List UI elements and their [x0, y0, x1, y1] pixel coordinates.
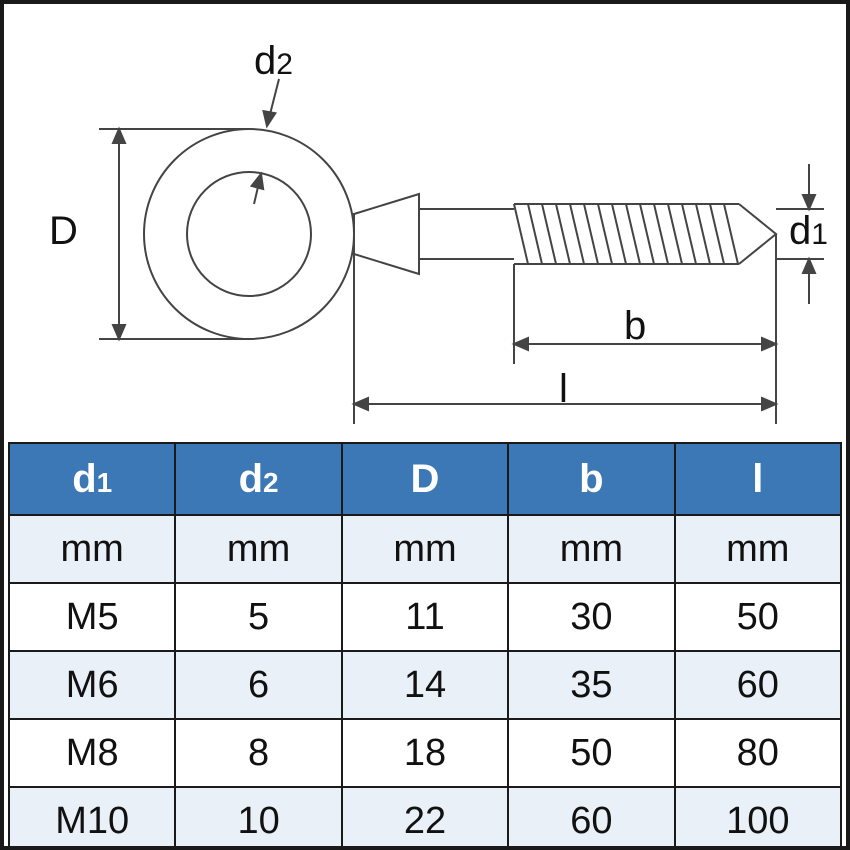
unit-d1: mm [9, 515, 175, 583]
cell: 60 [508, 787, 674, 850]
label-b: b [624, 304, 646, 349]
label-d2-main: d [254, 39, 276, 83]
spec-table-area: d1 d2 D b l mm mm mm mm mm M5 5 [8, 442, 842, 842]
cell: 22 [342, 787, 508, 850]
unit-D: mm [342, 515, 508, 583]
figure-frame: d2 D d1 b l d1 d2 D b l mm mm [0, 0, 850, 850]
diagram-area: d2 D d1 b l [4, 4, 846, 444]
cell: 14 [342, 651, 508, 719]
unit-b: mm [508, 515, 674, 583]
col-d1: d1 [9, 443, 175, 515]
cell: 6 [175, 651, 341, 719]
cell: 100 [675, 787, 841, 850]
cell: 35 [508, 651, 674, 719]
cell: M5 [9, 583, 175, 651]
table-header-row: d1 d2 D b l [9, 443, 841, 515]
table-row: M5 5 11 30 50 [9, 583, 841, 651]
cell: 50 [675, 583, 841, 651]
cell: 5 [175, 583, 341, 651]
col-D: D [342, 443, 508, 515]
cell: M10 [9, 787, 175, 850]
table-units-row: mm mm mm mm mm [9, 515, 841, 583]
table-row: M6 6 14 35 60 [9, 651, 841, 719]
label-D: D [49, 209, 78, 254]
cell: 11 [342, 583, 508, 651]
table-row: M10 10 22 60 100 [9, 787, 841, 850]
cell: 80 [675, 719, 841, 787]
unit-l: mm [675, 515, 841, 583]
table-row: M8 8 18 50 80 [9, 719, 841, 787]
cell: 8 [175, 719, 341, 787]
col-d2: d2 [175, 443, 341, 515]
cell: M6 [9, 651, 175, 719]
cell: M8 [9, 719, 175, 787]
eye-screw-drawing [4, 4, 846, 444]
spec-table: d1 d2 D b l mm mm mm mm mm M5 5 [8, 442, 842, 850]
cell: 60 [675, 651, 841, 719]
label-d1: d1 [789, 209, 828, 254]
col-b: b [508, 443, 674, 515]
unit-d2: mm [175, 515, 341, 583]
cell: 10 [175, 787, 341, 850]
cell: 50 [508, 719, 674, 787]
label-d2: d2 [254, 39, 293, 84]
label-l: l [559, 367, 568, 412]
label-d1-sub: 1 [811, 218, 828, 251]
label-d2-sub: 2 [276, 48, 293, 81]
cell: 18 [342, 719, 508, 787]
label-d1-main: d [789, 209, 811, 253]
col-l: l [675, 443, 841, 515]
cell: 30 [508, 583, 674, 651]
